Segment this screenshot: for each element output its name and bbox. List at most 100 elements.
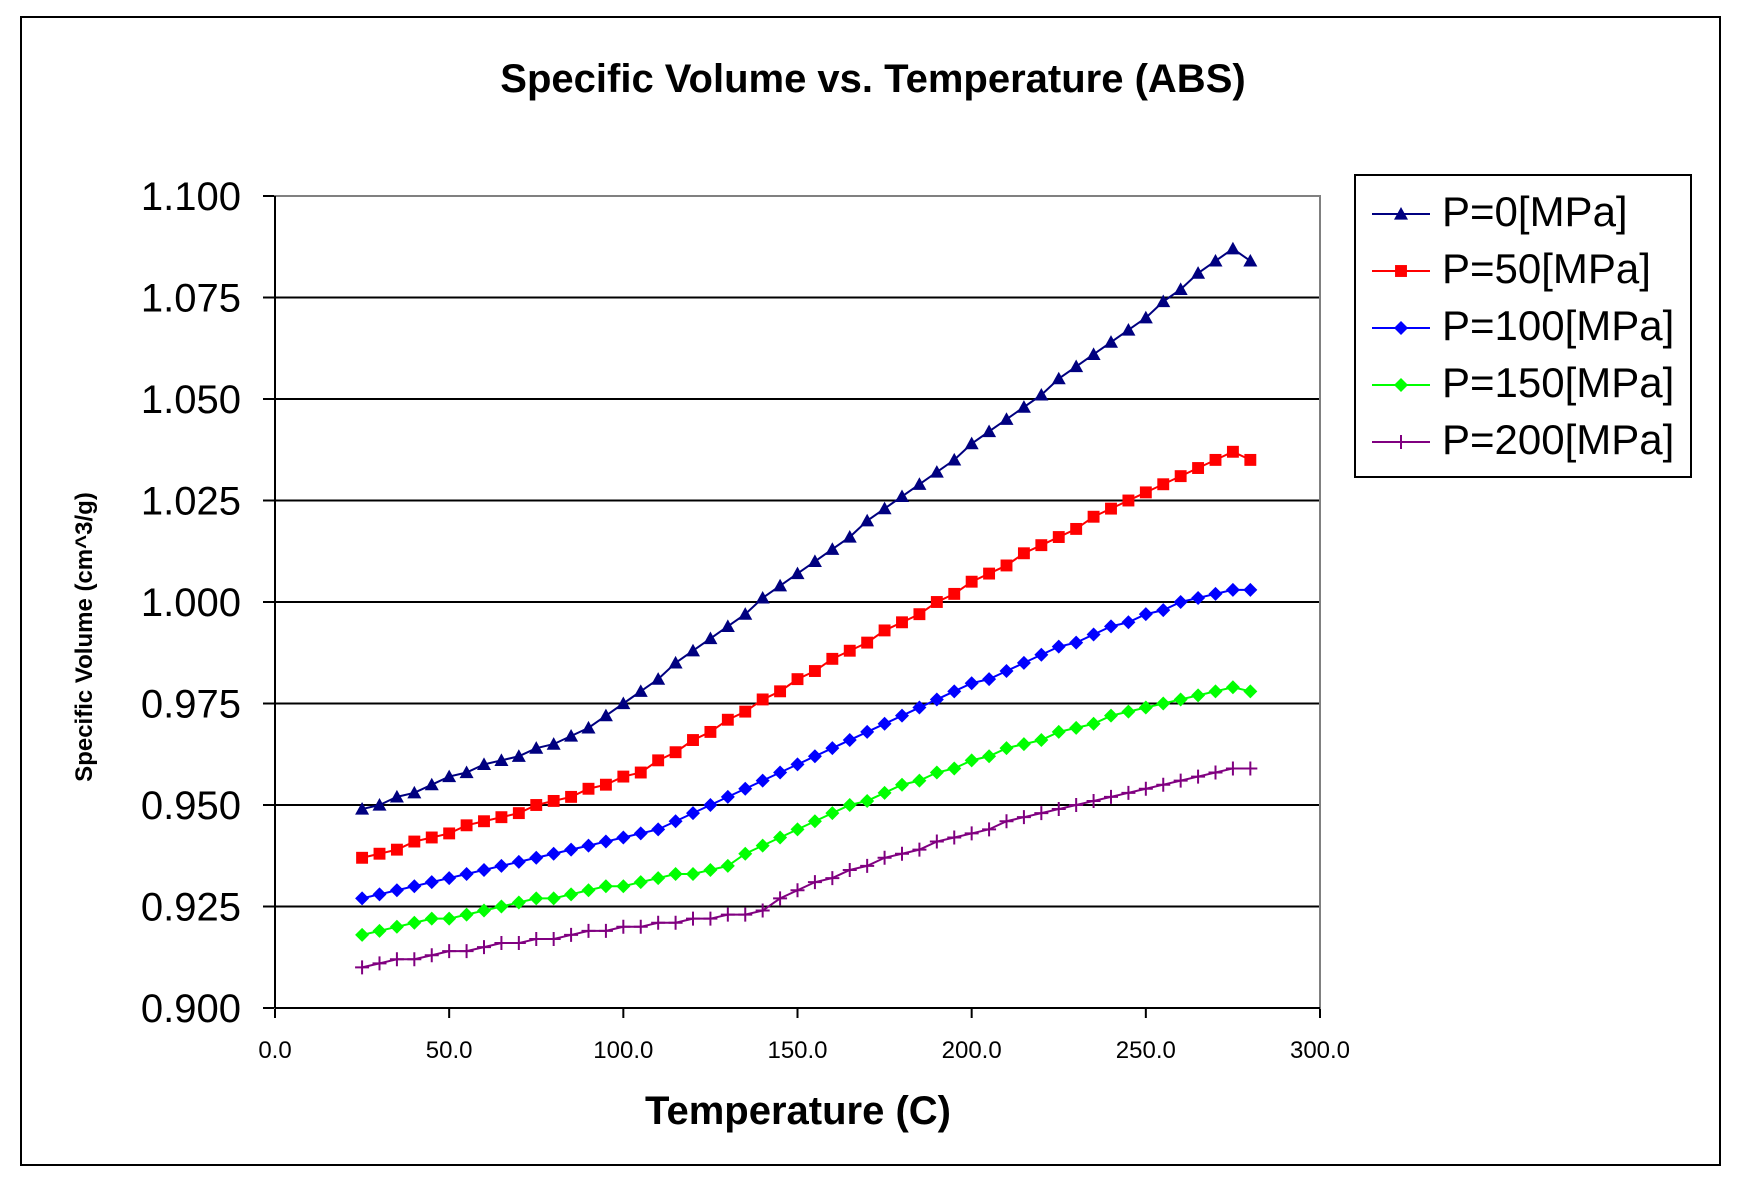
legend-item: P=50[MPa] [1366, 241, 1686, 297]
data-point [686, 643, 700, 657]
data-point [564, 842, 579, 857]
data-point [755, 590, 770, 604]
data-point [511, 936, 526, 951]
data-point [546, 931, 561, 946]
legend: P=0[MPa] P=50[MPa] P=100[MPa] P=150[MPa] P=2… [1354, 174, 1692, 478]
y-tick-label: 0.900 [141, 987, 241, 1031]
x-tick-label: 150.0 [767, 1037, 827, 1064]
data-point [1173, 773, 1188, 788]
data-point [477, 862, 491, 877]
data-point [703, 798, 718, 812]
series-group [355, 241, 1258, 975]
legend-item: P=100[MPa] [1366, 298, 1686, 354]
x-tick-label: 0.0 [258, 1037, 291, 1064]
legend-swatch [1372, 435, 1430, 449]
data-point [1087, 510, 1100, 523]
data-point [877, 850, 892, 865]
series-4 [355, 761, 1258, 975]
legend-label: P=200[MPa] [1442, 416, 1675, 463]
data-point [546, 891, 561, 906]
data-point [895, 489, 909, 503]
data-point [1051, 802, 1066, 817]
data-point [1051, 371, 1066, 385]
data-point [1243, 582, 1258, 597]
data-point [598, 923, 613, 938]
data-point [530, 799, 543, 811]
y-tick-label: 1.000 [141, 581, 241, 625]
x-tick-label: 200.0 [942, 1037, 1002, 1064]
data-point [633, 875, 648, 890]
data-point [790, 883, 805, 898]
data-point [442, 769, 457, 783]
data-point [964, 436, 979, 450]
data-point [511, 749, 526, 762]
data-point [1225, 761, 1240, 776]
data-point [1104, 708, 1118, 723]
series-line [361, 588, 1251, 900]
y-tick-label: 1.025 [141, 480, 241, 524]
series-0 [355, 241, 1258, 815]
data-point [1243, 684, 1258, 699]
data-point [1069, 720, 1084, 735]
series-3 [355, 680, 1258, 942]
data-point [1191, 688, 1206, 703]
data-point [668, 814, 683, 829]
data-point [1138, 700, 1153, 715]
data-point [755, 773, 770, 788]
data-point [478, 815, 490, 828]
data-point [355, 960, 370, 975]
data-point [807, 814, 822, 829]
data-point [424, 948, 439, 963]
data-point [668, 867, 683, 882]
data-point [459, 907, 474, 922]
data-point [912, 773, 927, 788]
data-point [581, 838, 596, 853]
data-point [1174, 470, 1187, 483]
data-point [913, 608, 926, 621]
data-point [424, 875, 439, 890]
data-point [1086, 347, 1101, 360]
data-point [1208, 765, 1223, 780]
data-point [1226, 445, 1239, 458]
data-point [843, 644, 856, 657]
data-point [687, 734, 699, 746]
legend-label: P=150[MPa] [1442, 359, 1675, 406]
data-point [372, 923, 387, 938]
data-point [581, 923, 596, 938]
data-point [1156, 603, 1171, 618]
legend-label: P=50[MPa] [1442, 245, 1651, 292]
data-point [773, 891, 788, 906]
data-point [1139, 486, 1152, 499]
data-point [564, 927, 579, 942]
data-point [738, 907, 753, 922]
data-point [494, 899, 509, 914]
y-tick-label: 0.925 [141, 886, 241, 930]
legend-swatch [1372, 265, 1430, 277]
data-point [791, 673, 804, 686]
data-point [982, 424, 997, 438]
data-point [494, 753, 509, 766]
data-point [1121, 322, 1136, 336]
data-point [948, 587, 961, 600]
data-point [424, 911, 439, 926]
data-point [860, 513, 875, 527]
data-point [407, 785, 422, 799]
data-point [825, 806, 840, 821]
data-point [355, 927, 370, 942]
data-point [964, 826, 979, 841]
series-line [361, 767, 1251, 969]
data-point [738, 607, 753, 620]
data-point [529, 850, 544, 865]
data-point [598, 879, 613, 894]
y-tick-label: 1.050 [141, 378, 241, 422]
data-point [564, 728, 579, 742]
data-point [947, 684, 962, 699]
data-point [790, 566, 805, 580]
x-tick-label: 300.0 [1290, 1037, 1350, 1064]
data-point [860, 793, 875, 808]
data-point [807, 749, 822, 764]
data-point [651, 871, 666, 886]
data-point [616, 919, 631, 934]
data-point [616, 696, 631, 710]
data-point [720, 619, 735, 632]
